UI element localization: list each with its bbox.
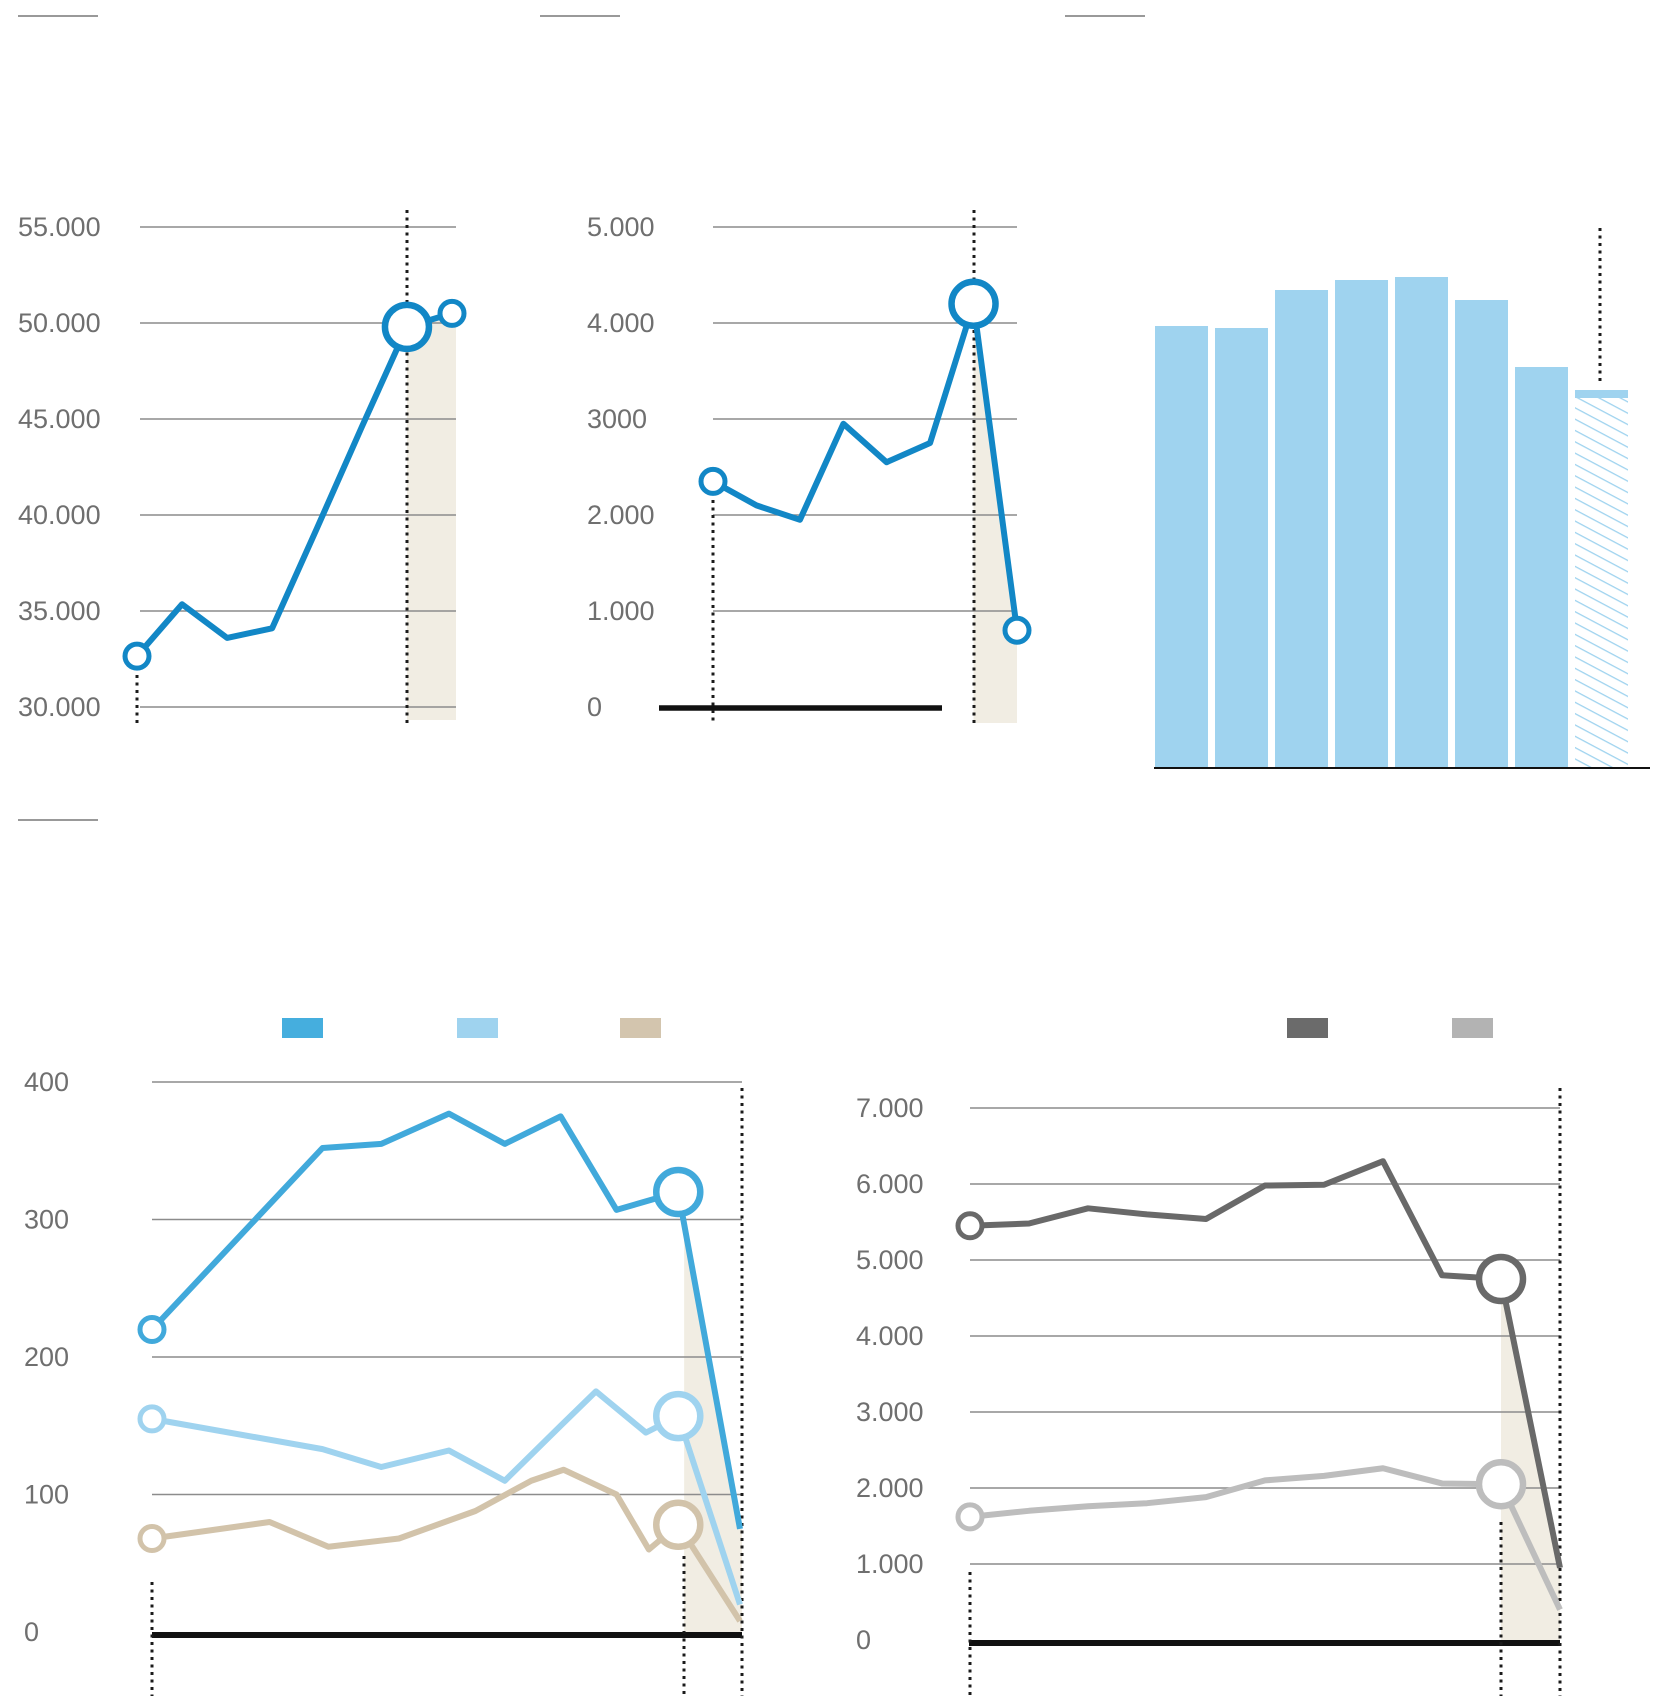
y-axis-tick-label: 5.000: [856, 1245, 924, 1275]
series-tan-marker-circle: [653, 1499, 704, 1550]
chart-line-top-left: 55.000 50.000 45.000 40.000 35.000 30.000: [18, 210, 467, 723]
y-axis-tick-label: 200: [24, 1342, 69, 1372]
chart-bars-top-right: [1154, 228, 1650, 769]
legend-swatch-2: [1452, 1018, 1493, 1038]
bar: [1275, 290, 1328, 768]
y-axis-tick-label: 40.000: [18, 500, 101, 530]
series-blue-marker-circle: [137, 1315, 167, 1344]
series-blue-marker-circle: [653, 1166, 704, 1218]
y-axis-tick-label: 0: [856, 1625, 871, 1655]
series-dark-line: [969, 1158, 1563, 1569]
chart-multi-line-bottom-left: 400 300 200 100 0: [24, 1018, 744, 1696]
y-axis-tick-label: 5.000: [587, 212, 655, 242]
y-axis-tick-label: 4.000: [587, 308, 655, 338]
series-tan-line: [151, 1466, 743, 1623]
y-axis-tick-label: 45.000: [18, 404, 101, 434]
main-marker-circle: [1002, 615, 1032, 645]
bar: [1395, 277, 1448, 768]
y-axis-tick-label: 2.000: [856, 1473, 924, 1503]
y-axis-tick-label: 30.000: [18, 692, 101, 722]
y-axis-tick-label: 400: [24, 1067, 69, 1097]
main-marker-circle: [698, 466, 728, 496]
series-tan-marker-circle: [137, 1524, 167, 1553]
main-marker-circle: [122, 641, 152, 671]
bar-hatched: [1575, 398, 1628, 768]
y-axis-tick-label: 3.000: [856, 1397, 924, 1427]
series-light-line: [969, 1465, 1563, 1611]
series-dark-marker-circle: [955, 1211, 985, 1241]
series-dark-marker-circle: [1475, 1253, 1527, 1305]
y-axis-tick-label: 0: [587, 692, 602, 722]
y-axis-tick-label: 4.000: [856, 1321, 924, 1351]
y-axis-tick-label: 100: [24, 1480, 69, 1510]
y-axis-tick-label: 50.000: [18, 308, 101, 338]
bar: [1455, 300, 1508, 768]
main-marker-circle: [948, 278, 999, 330]
main-marker-circle: [437, 298, 467, 328]
legend-swatch-1: [282, 1018, 323, 1038]
legend-swatch-1: [1287, 1018, 1328, 1038]
main-line: [711, 300, 1020, 631]
series-light-marker-circle: [1475, 1458, 1527, 1510]
y-axis-tick-label: 35.000: [18, 596, 101, 626]
y-axis-tick-label: 55.000: [18, 212, 101, 242]
bar-cap: [1575, 390, 1628, 398]
y-axis-tick-label: 1.000: [587, 596, 655, 626]
series-light-blue-line: [151, 1388, 743, 1606]
legend-swatch-2: [457, 1018, 498, 1038]
series-light-blue-marker-circle: [653, 1390, 704, 1442]
main-marker-circle: [381, 301, 433, 353]
y-axis-tick-label: 1.000: [856, 1549, 924, 1579]
legend-swatch-3: [620, 1018, 661, 1038]
bar: [1155, 326, 1208, 768]
y-axis-tick-label: 0: [24, 1617, 39, 1647]
y-axis-tick-label: 300: [24, 1205, 69, 1235]
bar: [1215, 328, 1268, 768]
y-axis-tick-label: 7.000: [856, 1093, 924, 1123]
y-axis-tick-label: 3000: [587, 404, 647, 434]
bar: [1335, 280, 1388, 768]
projection-shade: [973, 303, 1017, 723]
main-line: [134, 310, 453, 659]
projection-shade: [1501, 1279, 1560, 1640]
bar: [1515, 367, 1568, 768]
y-axis-tick-label: 2.000: [587, 500, 655, 530]
series-light-marker-circle: [955, 1502, 985, 1532]
series-blue-line: [149, 1110, 743, 1530]
series-light-blue-marker-circle: [137, 1404, 167, 1434]
chart-line-top-middle: 5.000 4.000 3000 2.000 1.000 0: [587, 210, 1032, 723]
projection-shade: [406, 313, 456, 720]
chart-two-line-bottom-right: 7.000 6.000 5.000 4.000 3.000 2.000 1.000 0: [856, 1018, 1563, 1696]
y-axis-tick-label: 6.000: [856, 1169, 924, 1199]
